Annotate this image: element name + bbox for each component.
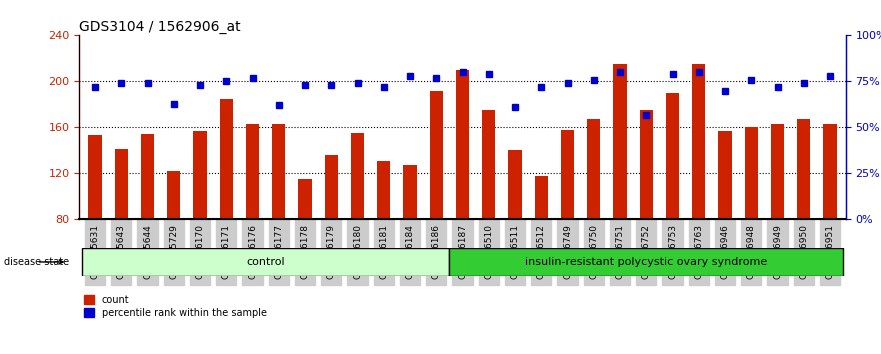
- Text: insulin-resistant polycystic ovary syndrome: insulin-resistant polycystic ovary syndr…: [525, 257, 767, 267]
- Bar: [141, 134, 154, 312]
- Bar: [82, 248, 449, 276]
- Bar: [824, 124, 837, 312]
- Bar: [692, 64, 706, 312]
- Bar: [430, 91, 443, 312]
- Bar: [299, 179, 312, 312]
- Bar: [272, 124, 285, 312]
- Bar: [115, 149, 128, 312]
- Bar: [403, 165, 417, 312]
- Bar: [88, 136, 101, 312]
- Bar: [482, 110, 495, 312]
- Bar: [613, 64, 626, 312]
- Bar: [640, 110, 653, 312]
- Bar: [325, 155, 337, 312]
- Bar: [246, 124, 259, 312]
- Bar: [718, 131, 731, 312]
- Bar: [456, 70, 469, 312]
- Bar: [797, 119, 811, 312]
- Bar: [744, 127, 758, 312]
- Bar: [561, 130, 574, 312]
- Bar: [588, 119, 600, 312]
- Bar: [194, 131, 207, 312]
- Text: control: control: [247, 257, 285, 267]
- Bar: [449, 248, 843, 276]
- Bar: [508, 150, 522, 312]
- Bar: [535, 176, 548, 312]
- Text: GDS3104 / 1562906_at: GDS3104 / 1562906_at: [79, 21, 241, 34]
- Bar: [771, 124, 784, 312]
- Bar: [351, 133, 364, 312]
- Text: disease state: disease state: [4, 257, 69, 267]
- Bar: [219, 99, 233, 312]
- Bar: [167, 171, 181, 312]
- Bar: [377, 161, 390, 312]
- Bar: [666, 93, 679, 312]
- Legend: count, percentile rank within the sample: count, percentile rank within the sample: [85, 295, 267, 318]
